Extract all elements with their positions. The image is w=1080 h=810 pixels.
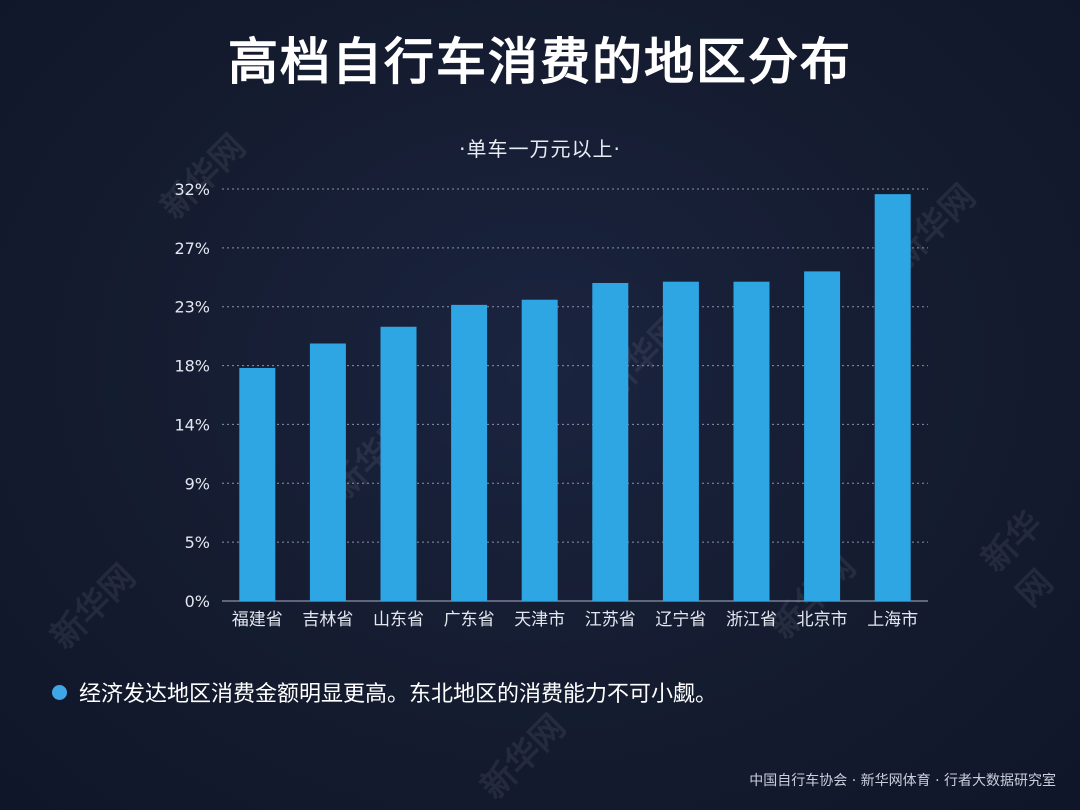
watermark-icon: 新华网 [473, 706, 574, 808]
y-tick-label: 5% [185, 533, 210, 552]
x-tick-label: 上海市 [867, 610, 918, 630]
bar [451, 304, 488, 601]
x-tick-label: 北京市 [797, 610, 848, 630]
x-tick-label: 福建省 [232, 610, 283, 630]
bullet-icon [52, 684, 67, 700]
x-tick-label: 浙江省 [726, 610, 777, 630]
bar [592, 282, 629, 601]
note-text: 经济发达地区消费金额明显更高。东北地区的消费能力不可小觑。 [79, 682, 718, 707]
y-tick-label: 27% [174, 239, 210, 258]
bar [733, 281, 770, 601]
y-tick-label: 23% [174, 298, 210, 317]
page-title: 高档自行车消费的地区分布 [228, 33, 852, 91]
x-tick-label: 吉林省 [302, 610, 353, 630]
y-tick-label: 0% [185, 592, 210, 611]
x-tick-label: 天津市 [514, 610, 565, 630]
chart-note: 经济发达地区消费金额明显更高。东北地区的消费能力不可小觑。 [52, 676, 717, 708]
y-tick-label: 32% [174, 180, 210, 199]
y-tick-label: 18% [174, 357, 210, 376]
bar [521, 299, 558, 601]
bar [380, 326, 417, 601]
x-tick-label: 山东省 [373, 610, 424, 630]
x-tick-label: 辽宁省 [655, 610, 706, 630]
source-credit: 中国自行车协会 · 新华网体育 · 行者大数据研究室 [749, 773, 1056, 789]
bar [309, 343, 346, 601]
bar [804, 271, 841, 601]
y-tick-label: 14% [174, 415, 210, 434]
x-tick-label: 江苏省 [585, 610, 636, 630]
bar-chart: 0% 5% 9% 14% 18% 23% 27% 32% 福建省 吉林省 山东省 广东省 天津市 江苏省辽… [174, 180, 928, 630]
bar [874, 194, 911, 601]
x-tick-label: 广东省 [444, 610, 495, 630]
bar [239, 367, 276, 601]
bar [662, 281, 699, 601]
chart-subtitle: ·单车一万元以上· [459, 137, 621, 161]
y-tick-label: 9% [185, 474, 210, 493]
